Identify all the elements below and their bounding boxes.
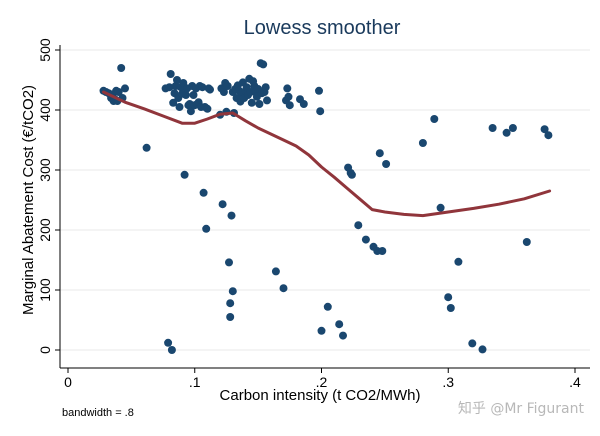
scatter-point [285,101,294,110]
scatter-point [117,64,126,72]
x-axis-title: Carbon intensity (t CO2/MWh) [220,387,421,404]
y-tick-label: 0 [37,346,53,354]
scatter-point [279,284,288,293]
scatter-point [418,139,427,147]
scatter-point [189,91,198,99]
x-tick-label: .1 [189,374,201,390]
scatter-point [361,235,370,244]
scatter-point [206,85,214,94]
scatter-point [247,98,256,107]
scatter-point [468,339,477,348]
scatter-point [446,304,455,312]
scatter-point [271,267,280,276]
scatter-point [315,86,323,95]
scatter-point [198,83,207,92]
scatter-point [354,221,363,230]
scatter-point [165,83,174,92]
scatter-point [180,170,189,179]
scatter-point [223,82,232,90]
scatter-point [283,84,292,93]
scatter-point [335,320,344,329]
scatter-point [166,70,175,78]
y-tick-label: 200 [37,218,53,242]
scatter-point [375,149,384,158]
x-tick-label: .4 [569,374,581,390]
y-axis-title: Marginal Abatement Cost (€/tCO2) [20,85,37,315]
scatter-point [378,247,387,255]
scatter-point [202,224,211,233]
scatter-point [347,170,356,179]
scatter-point [323,302,332,311]
y-tick-label: 400 [37,98,53,122]
scatter-point [444,293,453,302]
y-tick-label: 300 [37,158,53,182]
lowess-line [102,90,552,218]
bandwidth-note: bandwidth = .8 [62,407,134,419]
scatter-point [114,88,123,96]
chart-title: Lowess smoother [244,17,401,39]
scatter-point [121,84,129,93]
scatter-point [167,346,176,354]
scatter-point [436,203,445,212]
scatter-point [502,128,511,137]
scatter-point [316,107,325,116]
scatter-point [259,60,268,69]
scatter-point [317,326,326,335]
scatter-point [227,211,236,220]
x-tick-label: .3 [442,374,454,390]
y-tick-label: 100 [37,278,53,302]
scatter-point [284,92,293,101]
scatter-points [99,59,553,354]
scatter-point [261,83,270,92]
scatter-point [263,96,271,105]
scatter-point [540,125,549,134]
scatter-point [430,115,439,123]
scatter-point [228,287,237,296]
scatter-point [169,98,178,107]
scatter-point [544,131,553,140]
scatter-point [142,143,151,152]
scatter-point [255,100,264,108]
scatter-point [478,345,487,354]
scatter-point [382,160,391,168]
scatter-point [186,107,195,116]
scatter-point [299,100,308,108]
scatter-point [454,257,463,266]
scatter-point [164,338,173,347]
scatter-point [218,200,227,209]
axes: 0 100 200 300 400 500 0 .1 .2 .3 .4 [37,38,590,390]
scatter-point [175,103,184,111]
scatter-point [488,124,497,132]
watermark-text: 知乎 @Mr Figurant [458,400,585,417]
scatter-point [226,299,235,308]
x-tick-label: .2 [316,374,328,390]
scatter-point [226,313,235,321]
y-tick-label: 500 [37,38,53,62]
scatter-point [522,238,531,246]
x-tick-label: 0 [64,374,72,390]
scatter-point [173,76,181,84]
scatter-point [181,91,190,99]
scatter-point [339,331,347,340]
scatter-point [508,124,517,132]
scatter-point [225,258,233,267]
scatter-point [219,88,228,96]
scatter-point [199,188,208,197]
scatter-point [203,104,212,113]
lowess-line-group [102,90,552,218]
